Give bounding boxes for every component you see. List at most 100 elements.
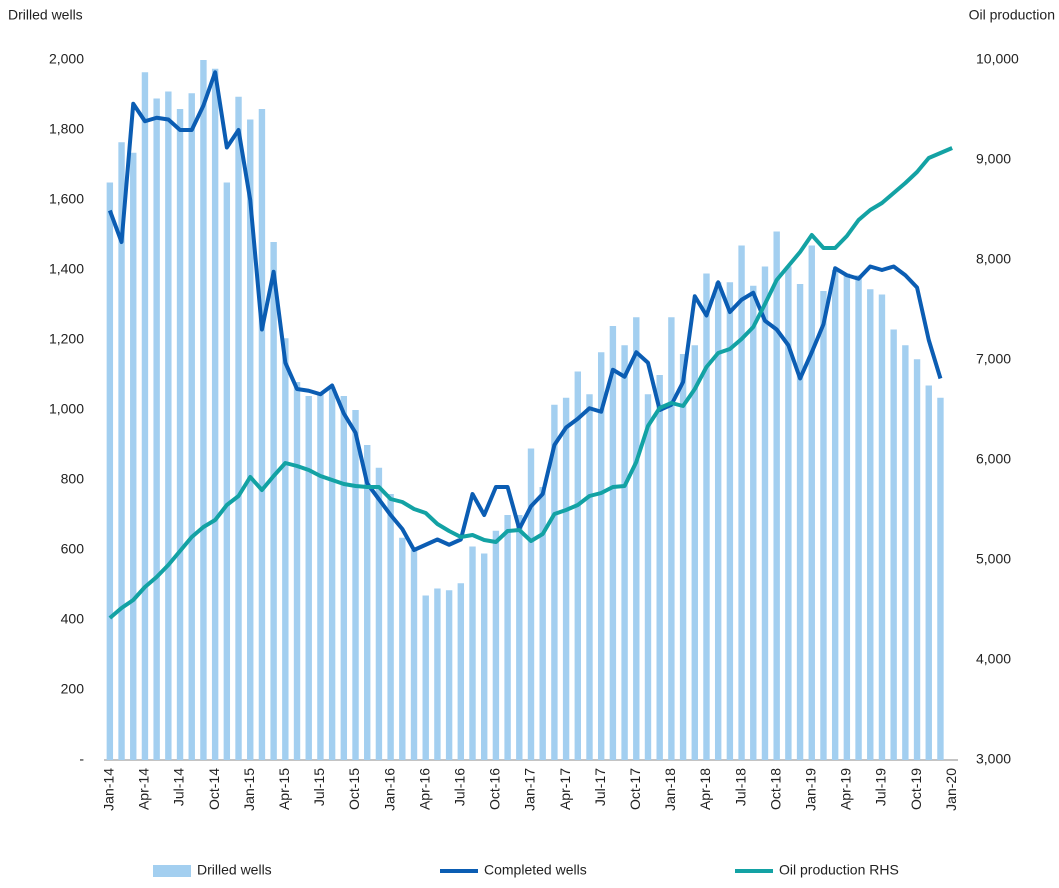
legend-label: Oil production RHS [779,862,899,878]
bar [644,394,652,760]
bar [691,345,698,760]
bar [352,410,359,760]
x-tick-label: Apr-17 [557,768,573,810]
x-tick-label: Oct-17 [627,768,643,810]
bar [340,396,348,760]
x-tick-label: Jan-14 [101,768,117,811]
bar [153,98,160,760]
bar [422,595,429,760]
y-axis-title: Drilled wells [8,7,83,23]
bar [364,445,371,760]
legend-swatch [153,865,191,877]
bar [867,289,874,760]
y2-tick-label: 6,000 [976,451,1011,467]
x-tick-label: Apr-19 [838,768,854,810]
legend-label: Completed wells [484,862,587,878]
y2-tick-label: 3,000 [976,751,1011,767]
y-tick-label: 1,000 [49,401,84,417]
bar [574,371,581,760]
bar [469,546,476,760]
bar [118,142,125,760]
bar [235,96,242,760]
bar [399,537,406,760]
bar [913,359,921,760]
bar [539,487,546,760]
bar [130,152,137,760]
bar [890,329,897,760]
bar [562,397,570,760]
bar [410,550,418,760]
bar [586,394,593,760]
bar [270,242,277,760]
bar [527,448,535,760]
bar [773,231,780,760]
bar [434,588,441,760]
y2-tick-label: 8,000 [976,251,1011,267]
bar [258,109,266,760]
x-tick-label: Jul-17 [592,768,608,806]
x-tick-label: Apr-14 [136,768,152,810]
bar [726,282,734,760]
bar [188,93,195,760]
bar [445,590,453,760]
x-tick-label: Jul-14 [171,768,187,806]
bar [305,396,312,760]
bar [633,317,640,760]
bar [902,345,909,760]
bar [328,387,336,760]
x-tick-label: Jan-19 [802,768,818,811]
bar [843,273,851,760]
bar [750,285,757,760]
bar [293,382,301,760]
y-tick-label: 1,400 [49,261,84,277]
y-tick-label: 1,200 [49,331,84,347]
bar [820,291,827,760]
y-tick-label: 1,600 [49,191,84,207]
bar [282,338,289,760]
y2-tick-label: 7,000 [976,351,1011,367]
bar [679,354,687,760]
bar [656,375,663,760]
y2-axis-title: Oil production [969,7,1055,23]
bar [831,270,839,760]
bar [481,553,488,760]
y2-tick-label: 5,000 [976,551,1011,567]
bar [621,345,628,760]
x-tick-label: Oct-15 [346,768,362,810]
bar [785,266,792,760]
bar [761,266,769,760]
x-tick-label: Jan-17 [522,768,538,811]
x-tick-label: Apr-15 [276,768,292,810]
x-tick-label: Oct-16 [487,768,503,810]
bar [165,91,172,760]
y-tick-label: 1,800 [49,121,84,137]
x-tick-label: Jul-18 [732,768,748,806]
x-tick-label: Jul-15 [311,768,327,806]
bar [176,109,184,760]
y-tick-label: 800 [61,471,85,487]
line [108,146,953,620]
bar [516,515,523,760]
bar [457,583,465,760]
bar [855,275,862,760]
bar [609,326,617,760]
bar [808,245,815,760]
x-tick-label: Apr-18 [697,768,713,810]
bar [317,392,324,760]
bar [714,282,722,760]
bar [551,404,558,760]
x-tick-label: Jul-19 [873,768,889,806]
y2-tick-label: 4,000 [976,651,1011,667]
bar [211,68,219,760]
x-tick-label: Jan-15 [241,768,257,811]
y2-tick-label: 9,000 [976,151,1011,167]
x-tick-label: Jul-16 [452,768,468,806]
bar [200,60,207,760]
bar [387,494,394,760]
bar [492,530,500,760]
legend-label: Drilled wells [197,862,272,878]
bar [106,182,114,760]
y-tick-label: 400 [61,611,85,627]
bar [141,72,149,760]
bar [703,273,710,760]
